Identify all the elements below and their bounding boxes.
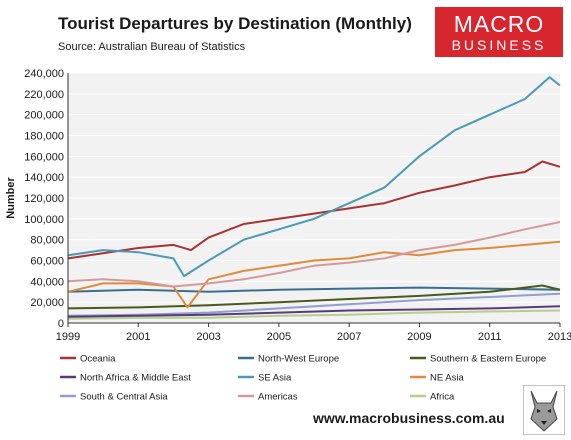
x-tick-label: 2001 bbox=[126, 331, 150, 343]
series-line-africa bbox=[67, 309, 561, 320]
series-line-north-africa-middle-east bbox=[67, 305, 561, 318]
legend: Oceania North-West Europe Southern & Easte… bbox=[60, 354, 546, 403]
series-line-oceania bbox=[67, 160, 561, 260]
y-tick-label: 40,000 bbox=[30, 276, 64, 288]
y-tick-label: 80,000 bbox=[30, 235, 64, 247]
legend-label: Oceania bbox=[80, 354, 116, 365]
legend-label: South & Central Asia bbox=[80, 392, 168, 403]
x-tick-label: 1999 bbox=[56, 331, 80, 343]
y-tick-label: 240,000 bbox=[24, 68, 64, 80]
chart-title: Tourist Departures by Destination (Month… bbox=[58, 14, 412, 33]
footer-url[interactable]: www.macrobusiness.com.au bbox=[313, 410, 505, 426]
legend-label: SE Asia bbox=[258, 373, 292, 384]
y-tick-label: 20,000 bbox=[30, 297, 64, 309]
y-tick-label: 60,000 bbox=[30, 256, 64, 268]
y-tick-label: 180,000 bbox=[24, 131, 64, 143]
wolf-mascot-icon bbox=[523, 385, 565, 435]
x-tick-label: 2007 bbox=[337, 331, 361, 343]
legend-label: NE Asia bbox=[430, 373, 465, 384]
y-tick-label: 120,000 bbox=[24, 193, 64, 205]
series-line-ne-asia bbox=[67, 240, 561, 309]
series-line-se-asia bbox=[67, 76, 561, 278]
x-tick-label: 2009 bbox=[407, 331, 431, 343]
legend-label: North-West Europe bbox=[258, 354, 339, 365]
series-line-americas bbox=[67, 221, 561, 288]
legend-label: Americas bbox=[258, 392, 298, 403]
x-tick-label: 2013 bbox=[548, 331, 571, 343]
y-tick-label: 200,000 bbox=[24, 110, 64, 122]
y-tick-label: 100,000 bbox=[24, 214, 64, 226]
y-tick-label: 160,000 bbox=[24, 151, 64, 163]
chart-subtitle: Source: Australian Bureau of Statistics bbox=[58, 41, 246, 53]
y-tick-label: 220,000 bbox=[24, 89, 64, 101]
y-axis-label: Number bbox=[5, 177, 17, 219]
series-line-north-west-europe bbox=[67, 286, 561, 293]
x-tick-label: 2011 bbox=[478, 331, 502, 343]
y-tick-label: 0 bbox=[58, 318, 64, 330]
series-line-south-central-asia bbox=[67, 292, 561, 317]
axes: 0 20,000 40,000 60,000 80,000 100,000 120,000 1… bbox=[24, 68, 571, 343]
legend-label: Southern & Eastern Europe bbox=[430, 354, 546, 365]
series-lines bbox=[67, 76, 561, 320]
macrobusiness-logo: MACRO BUSINESS bbox=[435, 7, 563, 57]
logo-line-2: BUSINESS bbox=[451, 37, 547, 53]
legend-label: Africa bbox=[430, 392, 455, 403]
y-tick-label: 140,000 bbox=[24, 172, 64, 184]
x-tick-label: 2003 bbox=[196, 331, 220, 343]
legend-label: North Africa & Middle East bbox=[80, 373, 191, 384]
x-tick-label: 2005 bbox=[267, 331, 291, 343]
series-line-southern-eastern-europe bbox=[67, 284, 561, 310]
logo-line-1: MACRO bbox=[453, 11, 545, 37]
